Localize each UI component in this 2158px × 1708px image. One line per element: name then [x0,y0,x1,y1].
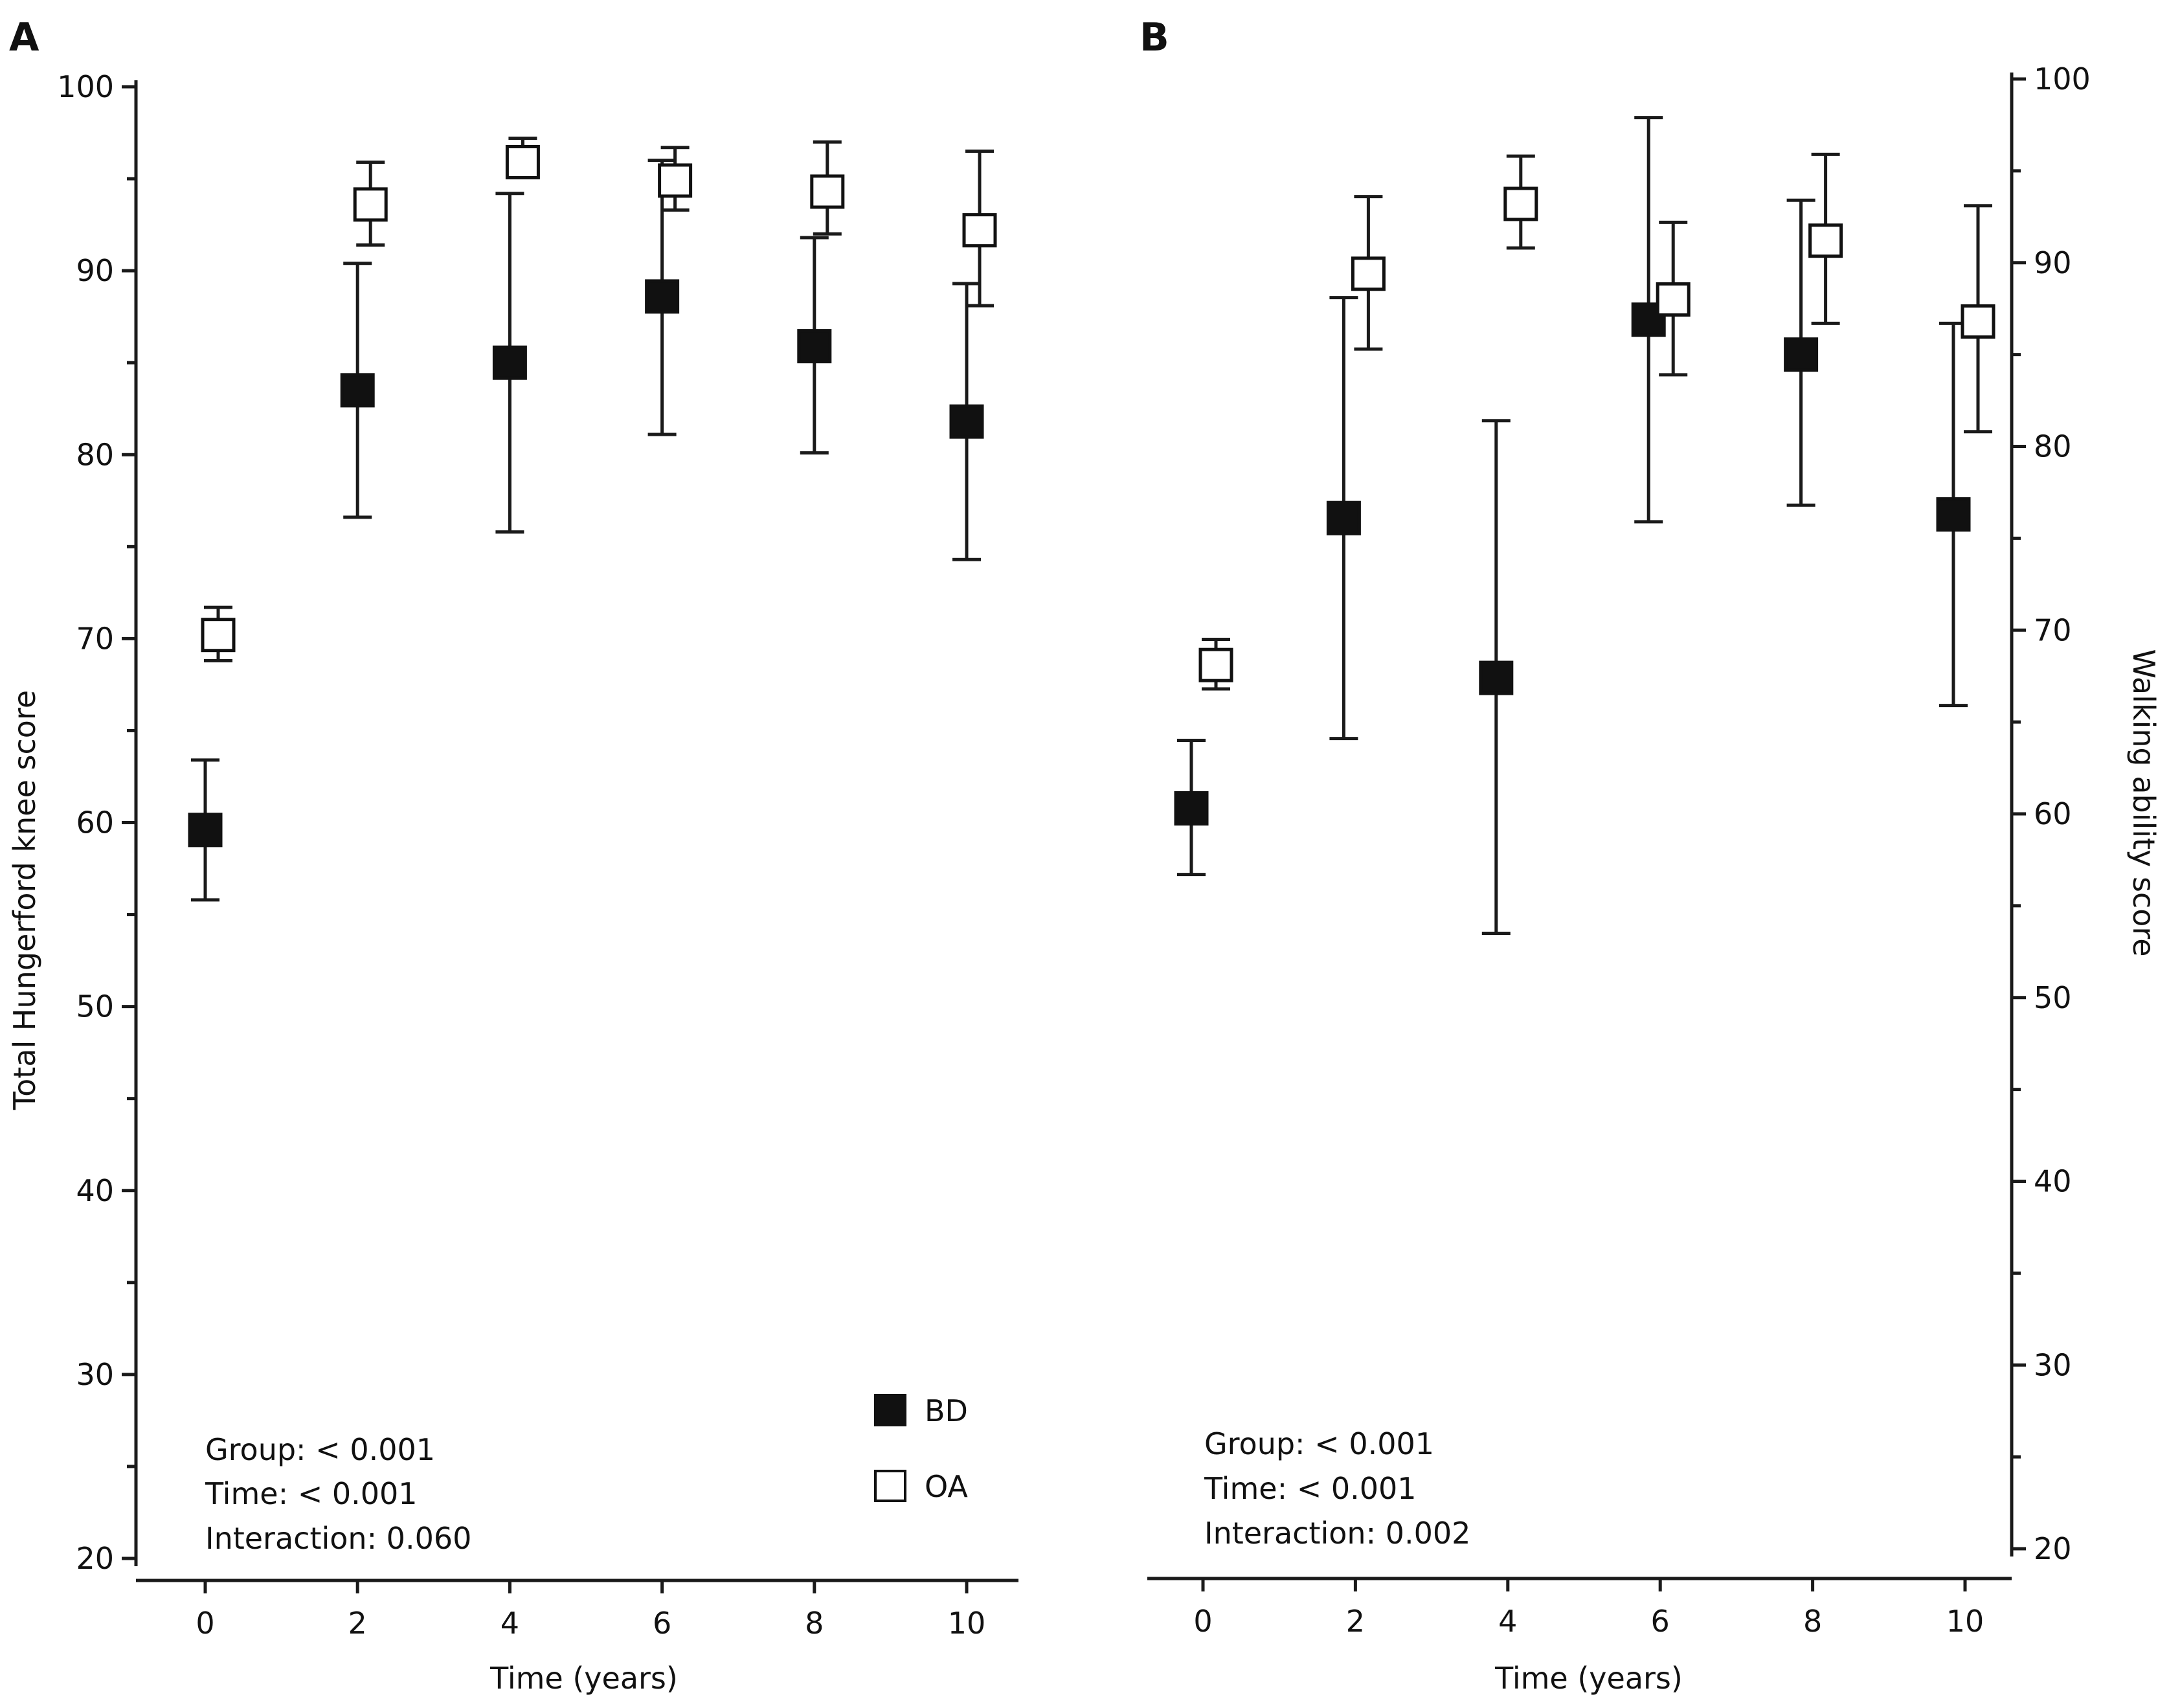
panel-b-y-tick-label: 60 [2034,796,2072,831]
panel-a-y-tick-label: 90 [76,253,114,288]
panel-a-x-tick-label: 8 [805,1606,824,1641]
panel-a-oa-point [810,174,845,209]
panel-a-bd-point [492,345,527,380]
panel-b-y-tick-label: 50 [2034,980,2072,1015]
panel-a-stat-time: Time: < 0.001 [205,1476,418,1511]
panel-a-bd-point [797,329,832,364]
panel-a-oa-point [505,144,540,179]
panel-b-y-tick-label: 20 [2034,1531,2072,1566]
panel-a-oa-point [201,618,236,653]
panel-b-stat-interaction: Interaction: 0.002 [1204,1516,1470,1551]
legend-bd-label: BD [925,1393,968,1428]
panel-a-y-tick-label: 40 [76,1173,114,1208]
panel-b-stat-group: Group: < 0.001 [1204,1426,1434,1461]
panel-b-y-tick-label: 70 [2034,612,2072,647]
panel-b-x-tick-label: 2 [1346,1604,1365,1639]
panel-a-bd-point [188,813,223,848]
panel-a-x-tick-label: 4 [500,1606,519,1641]
legend-oa-marker [874,1470,906,1502]
panel-a-x-tick-label: 10 [948,1606,986,1641]
panel-b-y-tick-label: 80 [2034,429,2072,464]
legend-oa-label: OA [925,1469,968,1504]
panel-a-x-tick-label: 0 [196,1606,214,1641]
panel-a-oa-point [962,213,997,248]
panel-a-bd-point [340,373,375,408]
panel-b-y-tick-label: 100 [2034,62,2091,96]
panel-b-y-tick-label: 30 [2034,1347,2072,1382]
panel-a-bd-point [949,404,984,439]
panel-b-y-axis-title: Walking ability score [2126,649,2158,956]
panel-b-oa-point [1351,256,1386,291]
panel-b-x-tick-label: 8 [1803,1604,1822,1639]
panel-a-oa-point [353,187,388,222]
legend-bd-marker [874,1394,906,1426]
panel-a-y-tick-label: 30 [76,1357,114,1392]
panel-a-y-tick-label: 80 [76,437,114,472]
panel-b-x-tick-label: 4 [1498,1604,1517,1639]
panel-a-y-tick-label: 20 [76,1541,114,1576]
panel-b-oa-point [1503,186,1538,221]
panel-b-label: B [1140,15,1169,60]
panel-a-y-tick-label: 60 [76,805,114,840]
panel-b-oa-point [1961,304,1995,339]
panel-a-bd-point [645,279,680,314]
panel-a-stat-group: Group: < 0.001 [205,1432,435,1467]
panel-b-y-tick-label: 40 [2034,1164,2072,1199]
panel-b-bd-point [1784,337,1819,372]
panel-b-oa-point [1656,282,1691,317]
panel-a-x-tick-label: 2 [348,1606,367,1641]
panel-a-y-tick-label: 50 [76,989,114,1024]
panel-b-x-tick-label: 10 [1946,1604,1984,1639]
panel-b-bd-point [1479,660,1514,695]
panel-a-oa-point [658,163,693,198]
panel-a-y-tick-label: 100 [57,69,114,104]
panel-b-x-tick-label: 6 [1651,1604,1670,1639]
panel-b-x-tick-label: 0 [1193,1604,1212,1639]
panel-b-bd-point [1174,791,1209,826]
panel-b-y-tick-label: 90 [2034,245,2072,280]
panel-a-y-axis-title: Total Hungerford knee score [7,690,42,1110]
panel-a-label: A [9,15,39,60]
panel-a-x-axis-title: Time (years) [489,1661,678,1696]
panel-b-bd-point [1326,500,1361,535]
panel-b-oa-point [1808,223,1843,258]
panel-a-stat-interaction: Interaction: 0.060 [205,1521,471,1556]
panel-b-x-axis-title: Time (years) [1494,1661,1683,1696]
panel-b-oa-point [1198,647,1233,682]
panel-a-y-tick-label: 70 [76,621,114,656]
panel-b-bd-point [1936,497,1971,532]
panel-a-x-tick-label: 6 [653,1606,671,1641]
panel-b-stat-time: Time: < 0.001 [1204,1471,1417,1506]
